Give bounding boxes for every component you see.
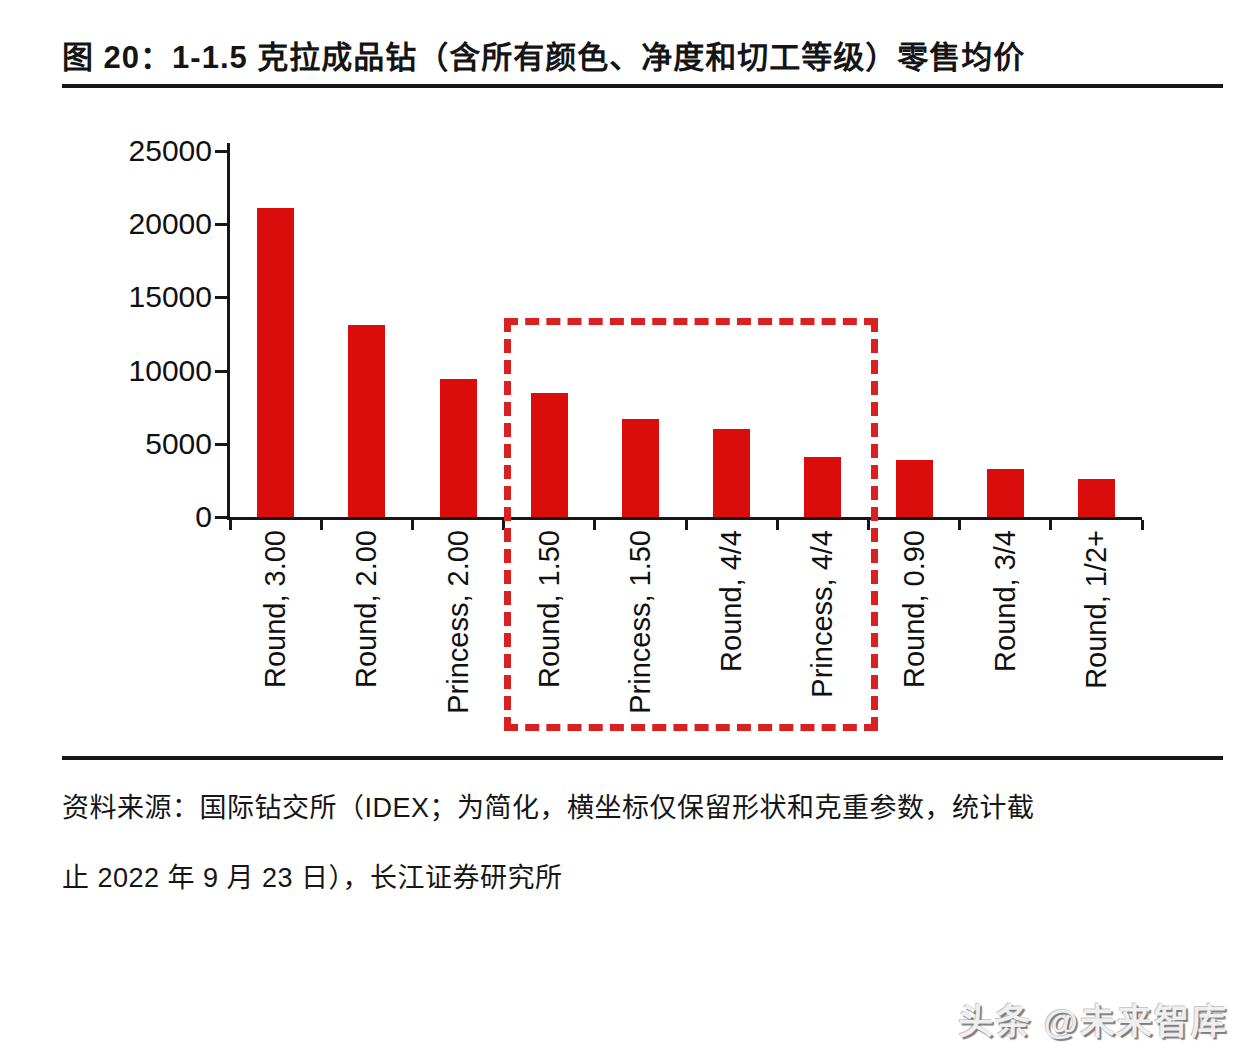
bar [987,469,1024,517]
bar [1078,479,1115,517]
x-axis-tick-mark [1141,520,1144,530]
source-note-line-2: 止 2022 年 9 月 23 日），长江证券研究所 [62,856,1222,895]
x-axis-tick-mark [1049,520,1052,530]
y-axis-tick-label: 5000 [72,427,212,461]
toutiao-watermark: 头条 @未来智库 [958,993,1228,1044]
x-category-label: Round, 1/2+ [1080,530,1113,689]
bar [896,460,933,517]
x-category-label: Round, 2.00 [350,530,383,688]
x-axis-tick-mark [320,520,323,530]
bar [348,325,385,517]
y-axis-tick-mark [215,516,227,519]
y-axis-tick-label: 0 [72,500,212,534]
bar [440,379,477,517]
bar-chart: 0 5000 10000 15000 20000 25000 Round, 3.00 Roun… [0,0,1254,760]
x-axis-tick-mark [229,520,232,530]
bar [257,208,294,517]
y-axis-tick-mark [215,150,227,153]
y-axis-tick-mark [215,296,227,299]
y-axis-tick-label: 10000 [72,354,212,388]
x-category-label: Princess, 2.00 [442,530,475,714]
source-divider-rule [62,756,1223,760]
x-category-label: Round, 3/4 [989,530,1022,672]
x-axis-tick-mark [958,520,961,530]
x-category-label: Round, 0.90 [898,530,931,688]
report-page: 图 20：1-1.5 克拉成品钻（含所有颜色、净度和切工等级）零售均价 0500… [0,0,1254,1056]
x-axis-tick-mark [411,520,414,530]
y-axis-line [227,143,230,520]
source-note-line-1: 资料来源：国际钻交所（IDEX；为简化，横坐标仅保留形状和克重参数，统计截 [62,786,1222,825]
x-category-label: Round, 3.00 [259,530,292,688]
y-axis-tick-mark [215,443,227,446]
highlight-dashed-box [504,318,879,731]
y-axis-tick-label: 20000 [72,207,212,241]
y-axis-tick-label: 25000 [72,134,212,168]
y-axis-tick-label: 15000 [72,280,212,314]
y-axis-tick-mark [215,370,227,373]
y-axis-tick-mark [215,223,227,226]
